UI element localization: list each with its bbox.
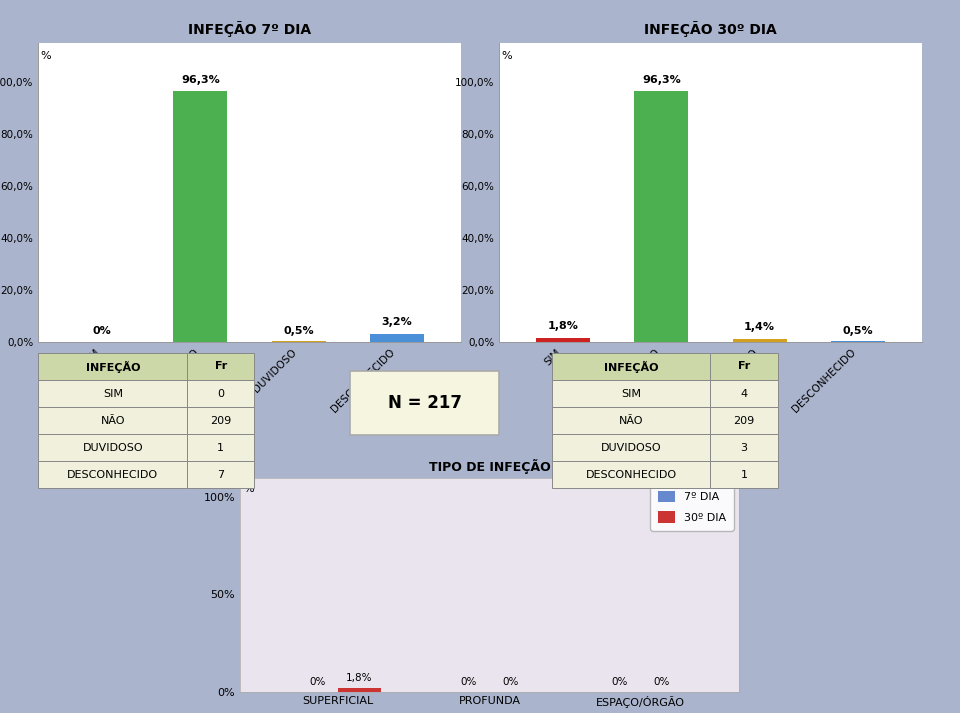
Text: NÃO: NÃO [619,416,643,426]
Text: 0,5%: 0,5% [843,326,873,336]
Text: NÃO: NÃO [101,416,125,426]
Text: 0%: 0% [93,326,111,336]
Text: N = 217: N = 217 [388,394,462,412]
Text: 0%: 0% [503,677,519,687]
Title: INFEÇÃO 7º DIA: INFEÇÃO 7º DIA [188,21,311,38]
Text: 1: 1 [217,443,225,453]
Bar [732,339,786,342]
Text: SIM: SIM [103,389,123,399]
Text: 209: 209 [733,416,755,426]
Text: DESCONHECIDO: DESCONHECIDO [586,470,677,480]
Text: DUVIDOSO: DUVIDOSO [601,443,661,453]
Text: SIM: SIM [621,389,641,399]
Text: 0%: 0% [612,677,628,687]
Text: %: % [40,51,51,61]
Text: 7: 7 [217,470,225,480]
Text: 0%: 0% [460,677,476,687]
Text: 3: 3 [740,443,748,453]
Text: 0,5%: 0,5% [283,326,314,336]
Legend: 7º DIA, 30º DIA: 7º DIA, 30º DIA [651,483,733,530]
Text: 1,4%: 1,4% [744,322,775,332]
Title: TIPO DE INFEÇÃO: TIPO DE INFEÇÃO [429,458,550,473]
Bar [536,337,590,342]
Text: 209: 209 [210,416,231,426]
Bar [338,688,381,692]
Text: 0%: 0% [654,677,670,687]
Text: 96,3%: 96,3% [181,75,220,85]
Text: 0: 0 [217,389,225,399]
Text: %: % [501,51,512,61]
Bar [830,341,885,342]
Text: 3,2%: 3,2% [381,317,413,327]
Text: 1: 1 [740,470,748,480]
Text: %: % [243,483,253,493]
Text: DESCONHECIDO: DESCONHECIDO [67,470,158,480]
Bar [174,91,228,342]
Bar [370,334,424,342]
Text: 96,3%: 96,3% [642,75,681,85]
Text: 1,8%: 1,8% [347,673,372,683]
Text: Fr: Fr [738,361,750,371]
Text: DUVIDOSO: DUVIDOSO [83,443,143,453]
Text: INFEÇÃO: INFEÇÃO [604,361,659,372]
Text: INFEÇÃO: INFEÇÃO [85,361,140,372]
Bar [272,341,325,342]
Text: Fr: Fr [215,361,227,371]
Text: 1,8%: 1,8% [547,321,579,331]
Text: 0%: 0% [309,677,325,687]
Text: 4: 4 [740,389,748,399]
Bar [635,91,688,342]
Title: INFEÇÃO 30º DIA: INFEÇÃO 30º DIA [644,21,777,38]
